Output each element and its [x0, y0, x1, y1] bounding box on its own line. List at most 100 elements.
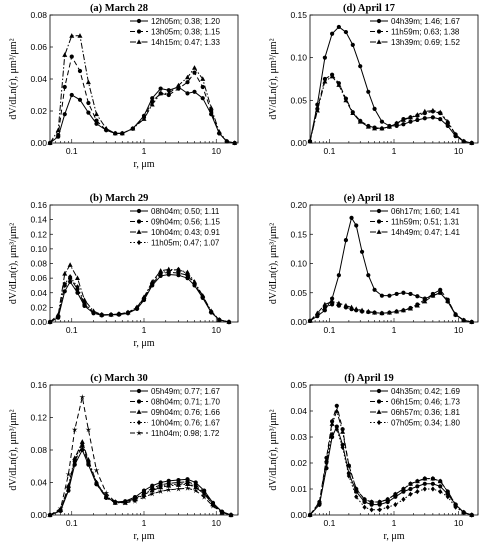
- x-tick-label: 1: [142, 146, 147, 156]
- data-point: [67, 262, 73, 267]
- series-1: [47, 443, 234, 518]
- legend-label: 04h35m; 0.42; 1.69: [391, 387, 460, 396]
- legend-label: 11h04m; 0.98; 1.72: [151, 429, 220, 438]
- legend-label: 08h04m; 0.50; 1.11: [151, 207, 220, 216]
- data-point: [158, 86, 163, 91]
- data-point: [336, 82, 342, 87]
- y-tick-label: 0.20: [290, 200, 307, 210]
- data-point: [469, 512, 474, 518]
- data-point: [357, 118, 363, 124]
- data-point: [307, 318, 313, 323]
- data-point: [232, 140, 238, 145]
- legend-marker: [376, 208, 382, 214]
- legend-label: 14h15m; 0.47; 1.33: [151, 38, 220, 47]
- data-point: [210, 502, 216, 509]
- legend-label: 06h57m; 0.36; 1.81: [391, 408, 460, 417]
- data-point: [453, 311, 459, 317]
- y-tick-label: 0.00: [30, 138, 47, 148]
- data-point: [193, 483, 198, 490]
- data-point: [422, 298, 428, 304]
- legend-label: 07h05m; 0.34; 1.80: [391, 419, 460, 428]
- data-point: [400, 486, 406, 491]
- data-point: [56, 313, 61, 319]
- data-point: [200, 293, 205, 300]
- legend-label: 13h05m; 0.38; 1.15: [151, 28, 220, 37]
- data-point: [149, 101, 155, 107]
- data-point: [379, 310, 385, 316]
- data-point: [350, 110, 356, 116]
- y-tick-label: 0.00: [30, 317, 47, 327]
- data-point: [166, 268, 171, 274]
- legend-label: 14h49m; 0.47; 1.41: [391, 228, 460, 237]
- y-tick-label: 0.02: [30, 302, 47, 312]
- x-tick-label: 10: [212, 146, 222, 156]
- data-point: [329, 421, 335, 426]
- data-point: [125, 309, 131, 316]
- data-point: [130, 125, 136, 131]
- legend-marker: [136, 409, 142, 414]
- data-point: [81, 297, 87, 302]
- data-point: [369, 499, 375, 504]
- data-point: [437, 478, 443, 484]
- data-point: [349, 215, 354, 220]
- data-point: [461, 509, 466, 515]
- data-point: [158, 90, 164, 96]
- y-tick-label: 0.00: [290, 317, 307, 327]
- x-tick-label: 1: [392, 325, 397, 335]
- data-point: [62, 112, 67, 117]
- data-point: [422, 116, 427, 121]
- data-point: [192, 89, 197, 94]
- data-point: [415, 294, 420, 299]
- data-point: [354, 223, 359, 228]
- data-point: [134, 304, 140, 310]
- legend-label: 10h04m; 0.76; 1.67: [151, 419, 220, 428]
- data-point: [176, 481, 181, 487]
- series-2: [47, 33, 238, 145]
- data-point: [394, 120, 400, 126]
- data-point: [445, 118, 451, 124]
- data-point: [324, 460, 329, 466]
- data-point: [91, 309, 96, 316]
- data-point: [322, 55, 327, 60]
- y-tick-label: 0.05: [290, 288, 307, 298]
- data-point: [353, 486, 359, 491]
- data-point: [56, 132, 61, 138]
- data-point: [150, 280, 155, 286]
- data-point: [74, 275, 80, 281]
- data-point: [407, 114, 413, 120]
- data-point: [119, 130, 125, 136]
- data-point: [392, 491, 398, 497]
- data-point: [132, 498, 138, 504]
- data-point: [401, 290, 406, 295]
- data-point: [366, 273, 371, 278]
- data-point: [62, 84, 67, 90]
- legend-marker: [376, 409, 382, 414]
- data-point: [349, 304, 355, 310]
- data-point: [408, 486, 413, 492]
- x-tick-label: 10: [212, 518, 222, 528]
- data-point: [438, 287, 443, 292]
- data-point: [414, 478, 420, 484]
- x-tick-label: 1: [142, 518, 147, 528]
- data-point: [438, 489, 443, 495]
- data-point: [228, 511, 234, 518]
- data-point: [307, 512, 313, 518]
- data-point: [353, 306, 359, 312]
- data-point: [77, 33, 83, 38]
- data-point: [422, 108, 428, 114]
- data-point: [393, 502, 398, 508]
- data-point: [377, 499, 383, 504]
- data-point: [85, 79, 91, 85]
- y-tick-label: 0.02: [290, 458, 307, 468]
- panel-title: (a) March 28: [90, 3, 148, 14]
- data-point: [334, 426, 339, 432]
- data-point: [185, 80, 190, 85]
- series-2: [47, 439, 234, 517]
- x-axis-label: r, μm: [133, 531, 154, 542]
- data-point: [200, 84, 205, 90]
- data-point: [224, 138, 230, 144]
- y-tick-label: 0.04: [30, 74, 47, 84]
- data-point: [200, 76, 206, 81]
- legend-marker: [136, 208, 142, 214]
- legend-label: 13h39m; 0.69; 1.52: [391, 38, 460, 47]
